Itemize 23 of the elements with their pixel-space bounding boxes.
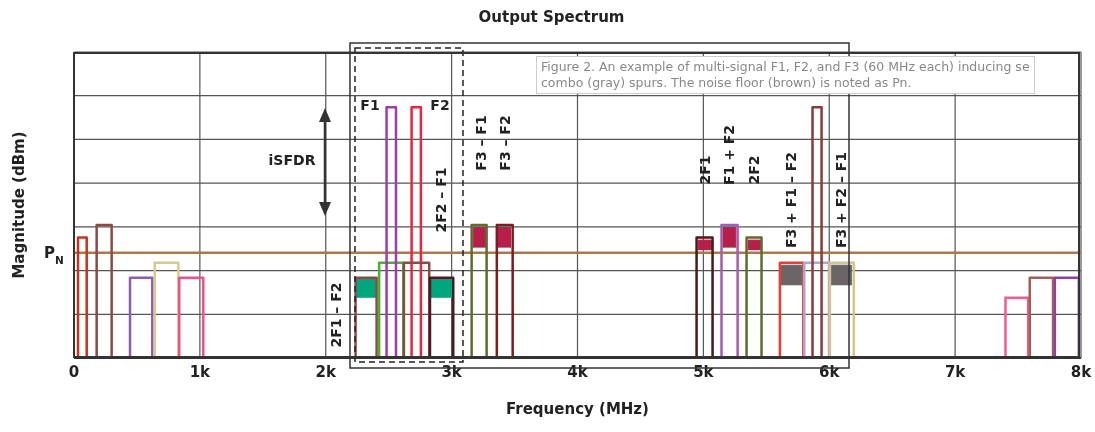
x-axis-title: Frequency (MHz) [505,400,650,418]
x-tick-label: 1k [189,362,212,381]
y-axis-title: Magnitude (dBm) [10,131,29,279]
annotation: 2F1 – F2 [328,282,344,348]
annotation: F1 [360,97,380,113]
x-tick-label: 2k [315,362,337,381]
chart-title: Output Spectrum [477,8,626,26]
text: combo (gray) spurs. The noise floor (brown) is noted as Pn. [541,75,913,91]
caption: Figure 2. An example of multi-signal F1, F2, and F3 (60 MHz each) inducing se [541,59,1030,75]
x-tick-label: 0 [68,362,80,381]
annotation: F3 + F2 – F1 [833,151,849,249]
x-tick-label: 7k [944,362,967,381]
ref-line-label: P$_{N}$ [44,243,64,266]
annotation: F3 – F1 [473,115,489,171]
annotation: 2F2 – F1 [433,167,449,233]
annotation: F3 + F1 – F2 [783,151,799,249]
x-tick-label: 8k [1070,362,1093,381]
annotation: F3 – F2 [497,115,513,171]
annotation: F2 [430,97,450,113]
annotation: 2F2 [746,155,762,185]
annotation: 2F1 [697,155,713,185]
annotation: iSFDR [268,152,316,168]
annotation: F1 + F2 [721,124,737,186]
